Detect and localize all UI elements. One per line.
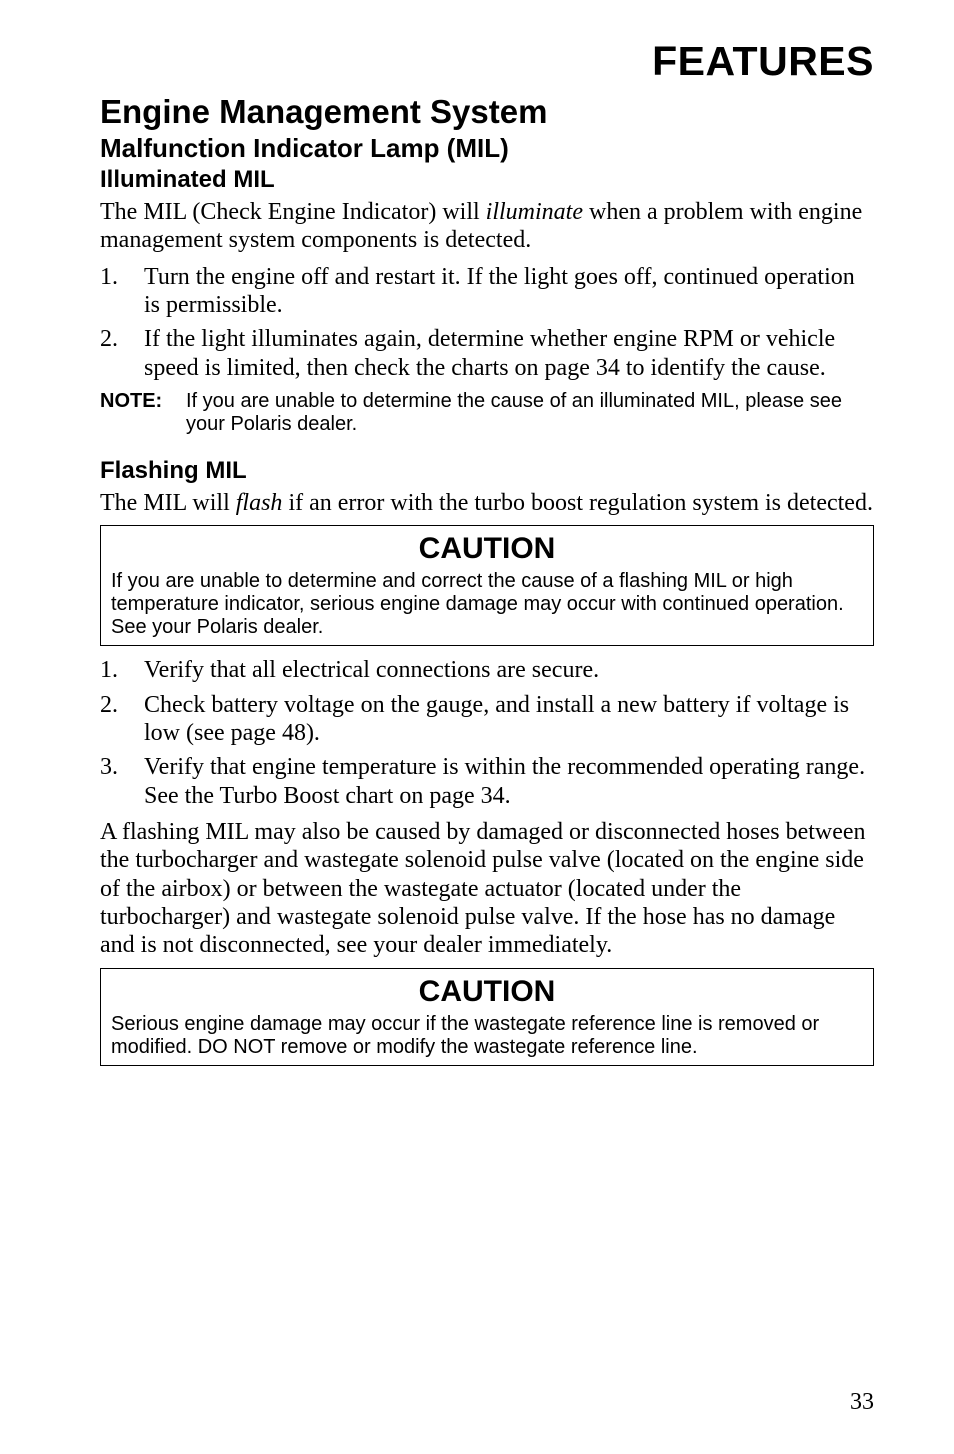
caution-title: CAUTION [101,969,873,1013]
list-text: Verify that all electrical connections a… [144,656,874,684]
doc-header: FEATURES [100,38,874,85]
flashing-heading: Flashing MIL [100,457,874,485]
list-text: Check battery voltage on the gauge, and … [144,691,874,748]
text: The MIL (Check Engine Indicator) will [100,199,486,225]
list-number: 3. [100,753,144,810]
text: if an error with the turbo boost regulat… [282,490,873,516]
flashing-intro: The MIL will flash if an error with the … [100,489,874,517]
caution-box: CAUTION If you are unable to determine a… [100,525,874,646]
illuminated-list: 1. Turn the engine off and restart it. I… [100,263,874,382]
caution-body: If you are unable to determine and corre… [101,570,873,645]
text: The MIL will [100,490,236,516]
section-title: Engine Management System [100,93,874,131]
list-item: 3. Verify that engine temperature is wit… [100,753,874,810]
caution-box: CAUTION Serious engine damage may occur … [100,968,874,1066]
flashing-paragraph: A flashing MIL may also be caused by dam… [100,818,874,960]
note-label: NOTE: [100,390,186,437]
list-item: 1. Verify that all electrical connection… [100,656,874,684]
list-item: 2. Check battery voltage on the gauge, a… [100,691,874,748]
page: FEATURES Engine Management System Malfun… [0,0,954,1454]
subsection-title: Malfunction Indicator Lamp (MIL) [100,133,874,164]
list-number: 2. [100,325,144,382]
list-number: 1. [100,656,144,684]
list-number: 1. [100,263,144,320]
illuminated-heading: Illuminated MIL [100,166,874,194]
illuminated-intro: The MIL (Check Engine Indicator) will il… [100,198,874,255]
list-text: Turn the engine off and restart it. If t… [144,263,874,320]
list-text: If the light illuminates again, determin… [144,325,874,382]
note-text: If you are unable to determine the cause… [186,390,874,437]
list-item: 2. If the light illuminates again, deter… [100,325,874,382]
caution-title: CAUTION [101,526,873,570]
text-emph: illuminate [486,199,583,225]
caution-body: Serious engine damage may occur if the w… [101,1013,873,1065]
flashing-list: 1. Verify that all electrical connection… [100,656,874,810]
note: NOTE: If you are unable to determine the… [100,390,874,437]
text-emph: flash [236,490,283,516]
page-number: 33 [850,1389,874,1416]
list-text: Verify that engine temperature is within… [144,753,874,810]
list-number: 2. [100,691,144,748]
list-item: 1. Turn the engine off and restart it. I… [100,263,874,320]
